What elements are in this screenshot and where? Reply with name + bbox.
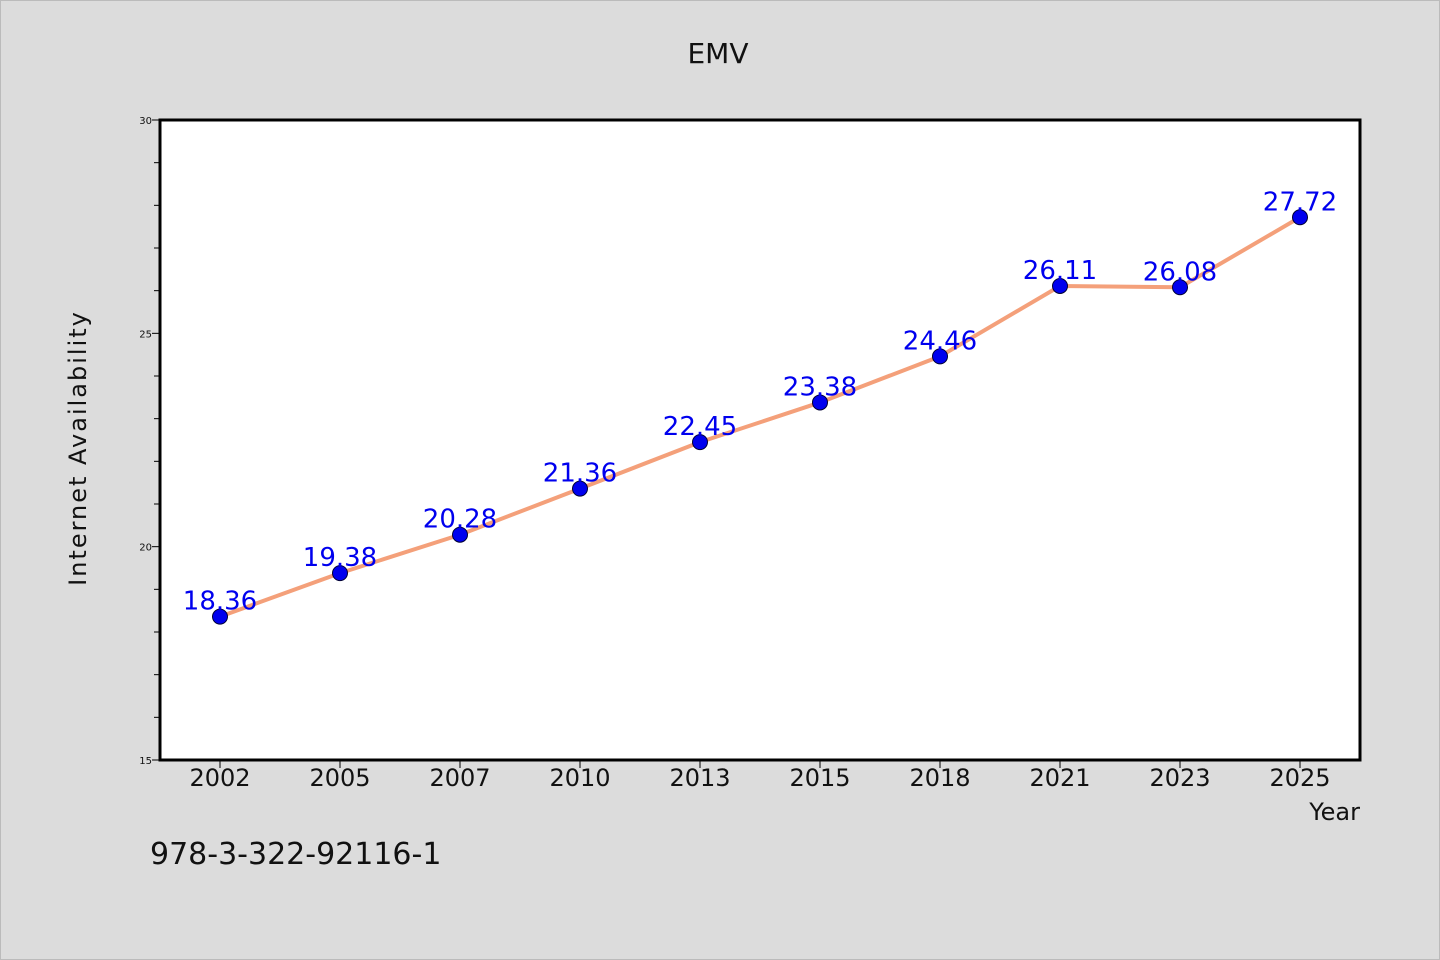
data-point	[332, 565, 348, 582]
x-tick-label: 2002	[189, 764, 250, 792]
data-point	[452, 526, 468, 543]
data-label: 18.36	[183, 587, 257, 617]
marker-layer	[212, 209, 1308, 625]
series-line	[219, 215, 1302, 619]
data-label: 21.36	[543, 459, 617, 489]
data-label: 26.08	[1143, 257, 1217, 287]
x-tick-label: 2023	[1149, 764, 1210, 792]
data-point	[1292, 209, 1308, 226]
label-layer: 18.36 19.38 20.28 21.36 22.45 23.38 24.46 26.11…	[183, 187, 1337, 616]
y-axis-label: Internet Availability	[64, 310, 92, 586]
x-tick-label: 2007	[429, 764, 490, 792]
x-tick-label: 2021	[1029, 764, 1090, 792]
data-point	[212, 608, 228, 625]
x-tick-label: 2013	[669, 764, 730, 792]
line-layer	[219, 215, 1302, 619]
x-tick-label: 2018	[909, 764, 970, 792]
data-label: 26.11	[1023, 256, 1097, 286]
x-tick-label: 2010	[549, 764, 610, 792]
y-tick-label: 15	[139, 756, 152, 767]
x-axis-label: Year	[1308, 798, 1360, 826]
data-label: 24.46	[903, 326, 977, 356]
isbn-annotation: 978-3-322-92116-1	[150, 837, 441, 872]
plot-area	[160, 120, 1360, 760]
data-label: 27.72	[1263, 187, 1337, 217]
x-tick-label: 2025	[1269, 764, 1330, 792]
data-point	[1052, 277, 1068, 294]
plot-frame	[158, 118, 1362, 762]
data-point	[812, 394, 828, 411]
chart-title: EMV	[687, 37, 748, 70]
data-label: 19.38	[303, 543, 377, 573]
data-point	[692, 434, 708, 451]
x-tick-label: 2015	[789, 764, 850, 792]
data-point	[1172, 279, 1188, 296]
data-label: 23.38	[783, 372, 857, 402]
data-label: 22.45	[663, 412, 737, 442]
x-tick-label: 2005	[309, 764, 370, 792]
y-tick-label: 30	[139, 116, 152, 127]
y-tick-label: 25	[139, 329, 152, 340]
data-point	[572, 480, 588, 497]
data-point	[932, 348, 948, 365]
data-label: 20.28	[423, 505, 497, 535]
y-tick-label: 20	[139, 543, 152, 554]
